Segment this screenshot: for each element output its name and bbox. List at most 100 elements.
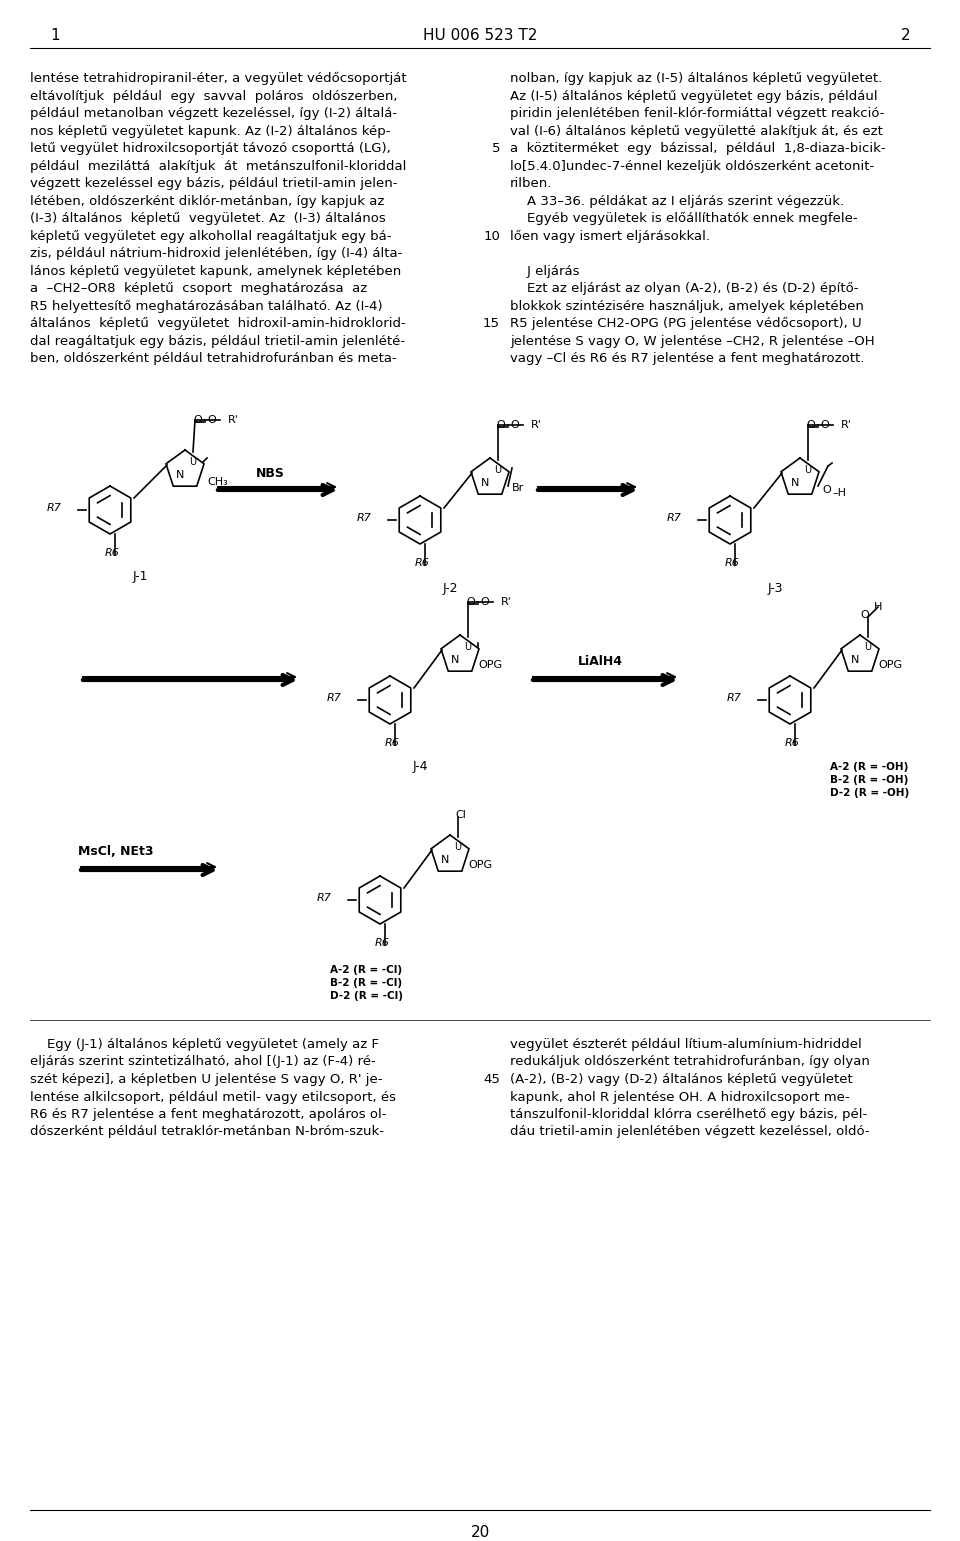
Text: OPG: OPG	[878, 660, 902, 670]
Text: például metanolban végzett kezeléssel, így (I-2) általá-: például metanolban végzett kezeléssel, í…	[30, 106, 397, 120]
Text: Az (I-5) általános képletű vegyületet egy bázis, például: Az (I-5) általános képletű vegyületet eg…	[510, 89, 877, 103]
Text: U: U	[804, 465, 811, 475]
Text: N: N	[441, 855, 449, 865]
Text: LiAlH4: LiAlH4	[578, 655, 622, 667]
Text: J-3: J-3	[767, 582, 782, 595]
Text: U: U	[465, 643, 471, 652]
Text: letű vegyület hidroxilcsoportját távozó csoporttá (LG),: letű vegyület hidroxilcsoportját távozó …	[30, 142, 391, 156]
Text: B-2 (R = -Cl): B-2 (R = -Cl)	[330, 979, 402, 988]
Text: NBS: NBS	[255, 467, 284, 479]
Text: N: N	[176, 470, 184, 479]
Text: végzett kezeléssel egy bázis, például trietil-amin jelen-: végzett kezeléssel egy bázis, például tr…	[30, 177, 397, 190]
Text: ben, oldószerként például tetrahidrofuránban és meta-: ben, oldószerként például tetrahidrofurá…	[30, 351, 396, 365]
Text: J-1: J-1	[132, 570, 148, 582]
Text: szét képezi], a képletben U jelentése S vagy O, R' je-: szét képezi], a képletben U jelentése S …	[30, 1073, 382, 1086]
Text: Egy (J-1) általános képletű vegyületet (amely az F: Egy (J-1) általános képletű vegyületet (…	[30, 1039, 379, 1051]
Text: U: U	[864, 643, 872, 652]
Text: eljárás szerint szintetizálható, ahol [(J-1) az (F-4) ré-: eljárás szerint szintetizálható, ahol [(…	[30, 1056, 375, 1068]
Text: O: O	[821, 421, 829, 430]
Text: R6: R6	[105, 549, 120, 558]
Text: dal reagáltatjuk egy bázis, például trietil-amin jelenlété-: dal reagáltatjuk egy bázis, például trie…	[30, 334, 405, 348]
Text: Egyéb vegyületek is előállíthatók ennek megfele-: Egyéb vegyületek is előállíthatók ennek …	[510, 213, 857, 225]
Text: általános  képletű  vegyületet  hidroxil-amin-hidroklorid-: általános képletű vegyületet hidroxil-am…	[30, 317, 406, 330]
Text: A-2 (R = -Cl): A-2 (R = -Cl)	[330, 965, 402, 975]
Text: 20: 20	[470, 1526, 490, 1539]
Text: D-2 (R = -OH): D-2 (R = -OH)	[830, 787, 909, 798]
Text: R6: R6	[385, 738, 400, 747]
Text: jelentése S vagy O, W jelentése –CH2, R jelentése –OH: jelentése S vagy O, W jelentése –CH2, R …	[510, 334, 875, 348]
Text: redukáljuk oldószerként tetrahidrofuránban, így olyan: redukáljuk oldószerként tetrahidrofuránb…	[510, 1056, 870, 1068]
Text: eltávolítjuk  például  egy  savval  poláros  oldószerben,: eltávolítjuk például egy savval poláros …	[30, 89, 397, 103]
Text: dószerként például tetraklór-metánban N-bróm-szuk-: dószerként például tetraklór-metánban N-…	[30, 1125, 384, 1139]
Text: R6: R6	[415, 558, 430, 569]
Text: zis, például nátrium-hidroxid jelenlétében, így (I-4) álta-: zis, például nátrium-hidroxid jelenlétéb…	[30, 247, 402, 260]
Text: R6 és R7 jelentése a fent meghatározott, apoláros ol-: R6 és R7 jelentése a fent meghatározott,…	[30, 1108, 387, 1120]
Text: blokkok szintézisére használjuk, amelyek képletében: blokkok szintézisére használjuk, amelyek…	[510, 299, 864, 313]
Text: R6: R6	[785, 738, 800, 747]
Text: tánszulfonil-kloriddal klórra cserélhető egy bázis, pél-: tánszulfonil-kloriddal klórra cserélhető…	[510, 1108, 867, 1122]
Text: (I-3) általános  képletű  vegyületet. Az  (I-3) általános: (I-3) általános képletű vegyületet. Az (…	[30, 213, 386, 225]
Text: J-2: J-2	[443, 582, 458, 595]
Text: O: O	[467, 596, 475, 607]
Text: O: O	[207, 415, 216, 425]
Text: 1: 1	[50, 28, 60, 43]
Text: U: U	[454, 841, 462, 852]
Text: R': R'	[531, 421, 541, 430]
Text: vagy –Cl és R6 és R7 jelentése a fent meghatározott.: vagy –Cl és R6 és R7 jelentése a fent me…	[510, 351, 864, 365]
Text: létében, oldószerként diklór-metánban, így kapjuk az: létében, oldószerként diklór-metánban, í…	[30, 194, 384, 208]
Text: A 33–36. példákat az I eljárás szerint végezzük.: A 33–36. példákat az I eljárás szerint v…	[510, 194, 844, 208]
Text: a  –CH2–OR8  képletű  csoport  meghatározása  az: a –CH2–OR8 képletű csoport meghatározása…	[30, 282, 368, 294]
Text: H: H	[874, 603, 882, 612]
Text: OPG: OPG	[478, 660, 502, 670]
Text: J eljárás: J eljárás	[510, 265, 580, 277]
Text: R7: R7	[317, 892, 332, 903]
Text: O: O	[496, 421, 505, 430]
Text: például  meziláttá  alakítjuk  át  metánszulfonil-kloriddal: például meziláttá alakítjuk át metánszul…	[30, 160, 406, 173]
Text: lentése tetrahidropiranil-éter, a vegyület védőcsoportját: lentése tetrahidropiranil-éter, a vegyül…	[30, 72, 407, 85]
Text: R5 helyettesítő meghatározásában található. Az (I-4): R5 helyettesítő meghatározásában találha…	[30, 299, 383, 313]
Text: –H: –H	[832, 488, 846, 498]
Text: A-2 (R = -OH): A-2 (R = -OH)	[830, 761, 908, 772]
Text: N: N	[481, 478, 490, 488]
Text: R6: R6	[725, 558, 740, 569]
Text: rilben.: rilben.	[510, 177, 552, 190]
Text: O: O	[806, 421, 815, 430]
Text: R6: R6	[375, 938, 390, 948]
Text: CH₃: CH₃	[207, 478, 228, 487]
Text: O: O	[822, 485, 830, 495]
Text: R7: R7	[357, 513, 372, 522]
Text: lános képletű vegyületet kapunk, amelynek képletében: lános képletű vegyületet kapunk, amelyne…	[30, 265, 401, 277]
Text: Br: Br	[512, 482, 524, 493]
Text: lően vagy ismert eljárásokkal.: lően vagy ismert eljárásokkal.	[510, 230, 710, 242]
Text: képletű vegyületet egy alkohollal reagáltatjuk egy bá-: képletű vegyületet egy alkohollal reagál…	[30, 230, 392, 242]
Text: N: N	[451, 655, 459, 666]
Text: kapunk, ahol R jelentése OH. A hidroxilcsoport me-: kapunk, ahol R jelentése OH. A hidroxilc…	[510, 1091, 850, 1103]
Text: lo[5.4.0]undec-7-énnel kezeljük oldószerként acetonit-: lo[5.4.0]undec-7-énnel kezeljük oldószer…	[510, 160, 875, 173]
Text: O: O	[481, 596, 490, 607]
Text: OPG: OPG	[468, 860, 492, 871]
Text: O: O	[860, 610, 870, 619]
Text: O: O	[194, 415, 203, 425]
Text: R': R'	[228, 415, 239, 425]
Text: nos képletű vegyületet kapunk. Az (I-2) általános kép-: nos képletű vegyületet kapunk. Az (I-2) …	[30, 125, 391, 137]
Text: B-2 (R = -OH): B-2 (R = -OH)	[830, 775, 908, 784]
Text: O: O	[511, 421, 519, 430]
Text: MsCl, NEt3: MsCl, NEt3	[78, 844, 154, 858]
Text: a  köztiterméket  egy  bázissal,  például  1,8-diaza-bicik-: a köztiterméket egy bázissal, például 1,…	[510, 142, 886, 156]
Text: R5 jelentése CH2-OPG (PG jelentése védőcsoport), U: R5 jelentése CH2-OPG (PG jelentése védőc…	[510, 317, 862, 330]
Text: N: N	[851, 655, 859, 666]
Text: (A-2), (B-2) vagy (D-2) általános képletű vegyületet: (A-2), (B-2) vagy (D-2) általános képlet…	[510, 1073, 852, 1086]
Text: U: U	[494, 465, 501, 475]
Text: nolban, így kapjuk az (I-5) általános képletű vegyületet.: nolban, így kapjuk az (I-5) általános ké…	[510, 72, 882, 85]
Text: U: U	[189, 458, 197, 467]
Text: R7: R7	[327, 693, 342, 703]
Text: N: N	[791, 478, 799, 488]
Text: Cl: Cl	[455, 811, 466, 820]
Text: HU 006 523 T2: HU 006 523 T2	[422, 28, 538, 43]
Text: R7: R7	[727, 693, 742, 703]
Text: R': R'	[501, 596, 512, 607]
Text: R7: R7	[667, 513, 682, 522]
Text: Ezt az eljárást az olyan (A-2), (B-2) és (D-2) építő-: Ezt az eljárást az olyan (A-2), (B-2) és…	[510, 282, 858, 296]
Text: val (I-6) általános képletű vegyületté alakítjuk át, és ezt: val (I-6) általános képletű vegyületté a…	[510, 125, 883, 137]
Text: piridin jelenlétében fenil-klór-formiáttal végzett reakció-: piridin jelenlétében fenil-klór-formiátt…	[510, 106, 884, 120]
